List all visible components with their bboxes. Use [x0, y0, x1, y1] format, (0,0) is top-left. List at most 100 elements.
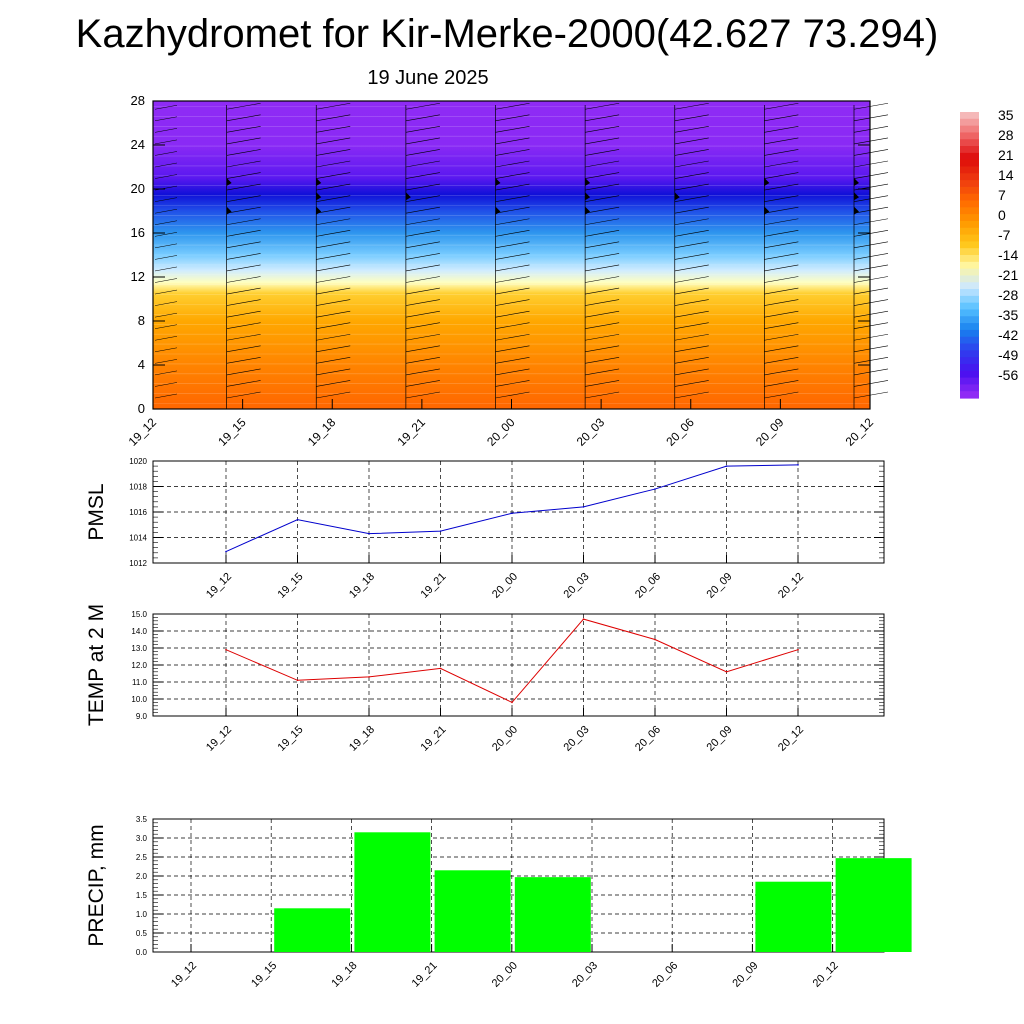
wind-barb — [585, 102, 620, 110]
wind-barb-flag — [226, 206, 232, 215]
wind-barb — [764, 322, 799, 329]
wind-barb — [405, 102, 440, 110]
wind-barb — [405, 276, 440, 283]
wind-barb — [853, 299, 889, 306]
colorbar-cell — [960, 248, 979, 256]
wind-barb — [764, 253, 799, 260]
wind-barb — [585, 345, 620, 353]
wind-barb — [154, 278, 178, 283]
wind-barb — [495, 253, 530, 260]
y-tick-label: 2.5 — [136, 853, 148, 862]
wind-barb — [585, 218, 620, 226]
wind-barb — [495, 114, 530, 122]
colorbar-cell — [960, 200, 979, 208]
wind-barb — [853, 333, 889, 341]
wind-barb — [764, 241, 799, 249]
wind-barb — [585, 299, 620, 306]
wind-barb — [405, 264, 440, 272]
wind-barb — [585, 183, 620, 191]
data-point — [725, 671, 728, 673]
wind-barb — [226, 172, 261, 179]
wind-barb — [154, 220, 178, 225]
wind-barb — [674, 172, 709, 179]
wind-barb — [764, 114, 799, 122]
y-tick-label: 1016 — [129, 508, 147, 517]
wind-barb — [585, 333, 620, 341]
wind-barb — [585, 206, 620, 214]
wind-barb — [316, 183, 351, 191]
y-tick-label: 2.0 — [136, 872, 148, 881]
y-axis-label: PRECIP, mm — [85, 824, 108, 946]
x-tick-label: 19_15 — [276, 724, 306, 754]
y-tick-label: 4 — [138, 357, 145, 372]
wind-barb — [495, 149, 530, 156]
data-point — [368, 676, 370, 678]
wind-barb-flag — [854, 192, 859, 201]
colorbar-label: 35 — [998, 107, 1014, 123]
wind-barb — [405, 368, 440, 376]
wind-barb — [405, 126, 440, 133]
wind-barb — [585, 149, 620, 156]
x-tick-label: 20_09 — [730, 960, 760, 990]
y-tick-label: 9.0 — [136, 712, 148, 721]
wind-barb — [154, 243, 178, 249]
x-tick-label: 20_03 — [562, 724, 592, 754]
wind-barb — [226, 195, 261, 202]
wind-barb — [316, 206, 351, 214]
wind-barb — [154, 139, 178, 145]
wind-barb-flag — [495, 178, 501, 186]
colorbar-cell — [960, 132, 979, 140]
wind-barb — [154, 382, 178, 387]
colorbar-cell — [960, 295, 979, 304]
wind-barb — [764, 380, 799, 387]
y-tick-label: 16 — [131, 225, 145, 240]
wind-barb — [674, 322, 709, 329]
colorbar-label: 28 — [998, 127, 1014, 143]
wind-barb — [316, 333, 351, 341]
wind-barb — [674, 102, 709, 110]
y-tick-label: 1.5 — [136, 891, 148, 900]
wind-barb — [316, 264, 351, 272]
wind-barb — [226, 322, 261, 329]
wind-barb — [764, 264, 799, 272]
data-point — [654, 488, 656, 490]
y-tick-label: 12 — [131, 269, 145, 284]
wind-barb — [226, 391, 261, 399]
y-tick-label: 0.5 — [136, 929, 148, 938]
wind-barb — [316, 160, 351, 168]
wind-barb-flag — [854, 178, 859, 186]
x-tick-label: 20_12 — [776, 571, 806, 601]
wind-barb — [853, 368, 889, 376]
wind-barb — [764, 299, 799, 306]
wind-barb — [674, 368, 709, 376]
x-tick-label: 19_12 — [126, 415, 160, 449]
wind-barb — [316, 345, 351, 353]
wind-barb — [585, 137, 620, 145]
wind-barb — [316, 241, 351, 249]
wind-barb — [226, 160, 261, 168]
data-point — [225, 648, 227, 651]
wind-barb — [226, 241, 261, 249]
colorbar-cell — [960, 363, 979, 372]
wind-barb — [495, 368, 530, 376]
y-tick-label: 28 — [131, 93, 145, 108]
y-tick-label: 14.0 — [131, 627, 147, 636]
wind-barb — [853, 310, 889, 318]
wind-barb — [853, 218, 889, 226]
wind-barb — [853, 160, 889, 168]
bar — [274, 908, 351, 952]
wind-barb — [585, 357, 620, 364]
wind-barb — [674, 183, 709, 191]
wind-barb — [405, 345, 440, 353]
wind-barb — [316, 380, 351, 387]
colorbar-cell — [960, 289, 979, 297]
wind-barb — [154, 105, 178, 110]
y-tick-label: 3.5 — [136, 815, 148, 824]
wind-barb — [674, 114, 709, 122]
wind-barb — [764, 287, 799, 295]
wind-barb — [154, 347, 178, 353]
wind-barb — [226, 276, 261, 283]
wind-barb — [405, 299, 440, 306]
wind-barb-flag — [585, 192, 591, 201]
